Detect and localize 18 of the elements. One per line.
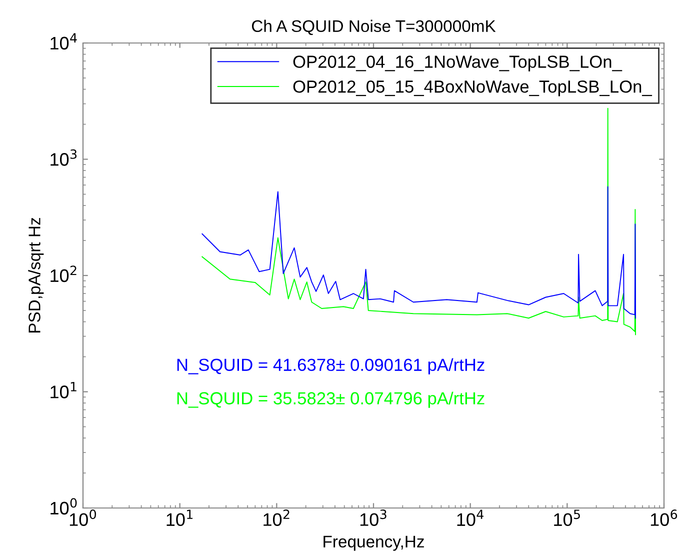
legend-label: OP2012_04_16_1NoWave_TopLSB_LOn_ [293, 56, 622, 72]
x-tick-label: 10$^{1}$ [166, 510, 193, 526]
chart-title: Ch A SQUID Noise T=300000mK [252, 20, 496, 36]
annotation: N_SQUID = 41.6378± 0.090161 pA/rtHz [177, 358, 484, 374]
y-axis-title: PSD,pA/sqrt Hz [28, 218, 44, 332]
x-tick-label: 10$^{2}$ [264, 510, 290, 526]
x-tick-label: 10$^{5}$ [554, 510, 580, 526]
x-tick-label: 10$^{0}$ [70, 510, 96, 526]
x-axis-title: Frequency,Hz [324, 536, 424, 551]
legend-label: OP2012_05_15_4BoxNoWave_TopLSB_LOn_ [293, 80, 652, 96]
x-tick-label: 10$^{6}$ [650, 510, 678, 526]
x-tick-label: 10$^{3}$ [360, 510, 386, 526]
y-tick-label: 10$^{2}$ [50, 266, 76, 282]
y-tick-label: 10$^{1}$ [50, 382, 76, 398]
annotation: N_SQUID = 35.5823± 0.074796 pA/rtHz [177, 392, 484, 408]
y-tick-label: 10$^{4}$ [50, 33, 77, 50]
x-tick-label: 10$^{4}$ [457, 510, 484, 526]
y-tick-label: 10$^{3}$ [50, 149, 77, 166]
